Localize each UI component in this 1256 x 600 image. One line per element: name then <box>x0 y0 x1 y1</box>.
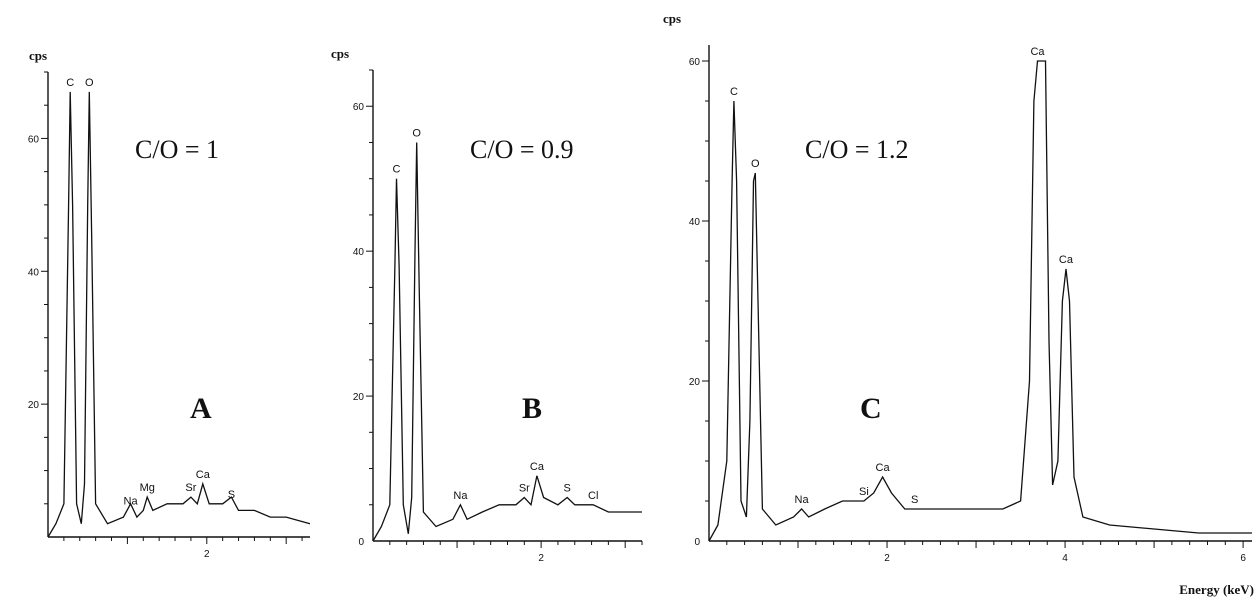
peak-label-o: O <box>412 127 421 139</box>
y-tick-label: 0 <box>694 537 700 548</box>
panel-letter: B <box>522 392 542 425</box>
x-tick-label: 2 <box>538 553 544 564</box>
peak-label-na: Na <box>453 490 468 502</box>
peak-label-s: S <box>564 483 571 495</box>
peak-label-si: Si <box>859 486 869 498</box>
peak-label-ca: Ca <box>196 469 211 481</box>
x-axis-title: Energy (keV) <box>1179 582 1254 597</box>
co-ratio-label: C/O = 1.2 <box>805 135 909 164</box>
x-tick-label: 2 <box>884 553 890 564</box>
co-ratio-label: C/O = 1 <box>135 135 219 164</box>
y-tick-label: 60 <box>28 134 40 145</box>
peak-label-na: Na <box>795 494 810 506</box>
panel-letter: A <box>190 392 212 425</box>
co-ratio-label: C/O = 0.9 <box>470 135 574 164</box>
y-tick-label: 20 <box>353 392 365 403</box>
peak-label-c: C <box>66 77 74 89</box>
y-tick-label: 40 <box>689 217 701 228</box>
y-axis-title: cps <box>29 48 47 63</box>
spectrum-line <box>708 60 1252 542</box>
x-tick-label: 2 <box>204 549 210 560</box>
peak-label-c: C <box>393 164 401 176</box>
y-tick-label: 60 <box>689 57 701 68</box>
spectrum-line <box>47 91 311 538</box>
peak-label-ca: Ca <box>1030 46 1045 58</box>
peak-label-o: O <box>85 77 94 89</box>
x-tick-label: 6 <box>1240 553 1246 564</box>
x-tick-label: 4 <box>1062 553 1068 564</box>
panel-letter: C <box>860 392 882 425</box>
y-axis-title: cps <box>663 11 681 26</box>
peak-label-cl: Cl <box>588 490 598 502</box>
peak-label-ca: Ca <box>1059 254 1074 266</box>
y-tick-label: 60 <box>353 102 365 113</box>
peak-label-ca: Ca <box>530 461 545 473</box>
peak-label-o: O <box>751 158 760 170</box>
peak-label-mg: Mg <box>140 482 155 494</box>
peak-label-ca: Ca <box>876 462 891 474</box>
peak-label-sr: Sr <box>185 482 196 494</box>
peak-label-s: S <box>228 489 235 501</box>
y-tick-label: 40 <box>28 267 40 278</box>
spectrum-line <box>372 142 642 542</box>
peak-label-c: C <box>730 86 738 98</box>
peak-label-s: S <box>911 494 918 506</box>
y-tick-label: 0 <box>358 537 364 548</box>
peak-label-na: Na <box>124 495 139 507</box>
y-tick-label: 40 <box>353 247 365 258</box>
y-tick-label: 20 <box>689 377 701 388</box>
y-axis-title: cps <box>331 46 349 61</box>
peak-label-sr: Sr <box>519 483 530 495</box>
y-tick-label: 20 <box>28 400 40 411</box>
